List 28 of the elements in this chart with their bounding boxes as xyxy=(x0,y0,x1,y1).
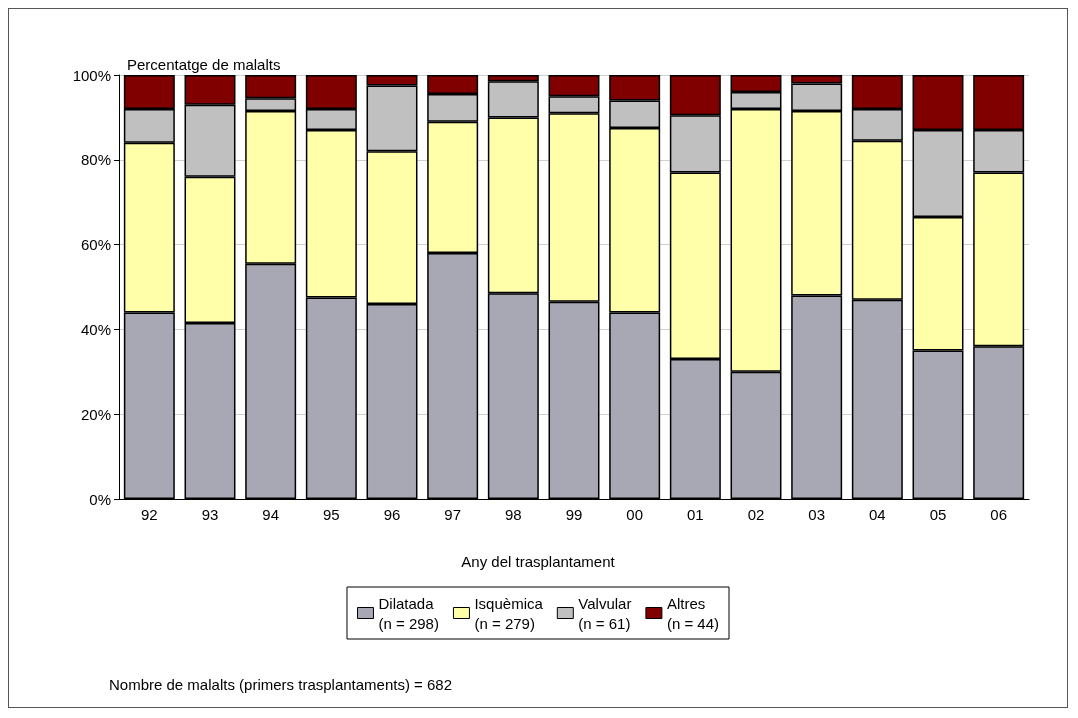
y-axis-title: Percentatge de malalts xyxy=(127,56,281,73)
legend-label: Isquèmica (n = 279) xyxy=(474,594,544,632)
x-tick-label: 98 xyxy=(504,506,522,523)
y-tick-label: 100% xyxy=(72,66,111,84)
text: Nombre de malalts (primers trasplantaments) = 682 xyxy=(109,676,453,693)
y-tick-label: 40% xyxy=(80,320,111,338)
x-tick-label: 97 xyxy=(444,506,462,523)
x-tick-label: 01 xyxy=(686,506,704,523)
legend-label: Dilatada (n = 298) xyxy=(378,594,439,632)
x-tick-label: 92 xyxy=(140,506,158,523)
y-tick-label: 0% xyxy=(89,490,111,508)
y-tick-label: 20% xyxy=(80,405,111,423)
x-tick-label: 00 xyxy=(626,506,644,523)
x-axis-title: Any del trasplantament xyxy=(461,553,616,570)
x-tick-label: 04 xyxy=(868,506,886,523)
x-tick-label: 95 xyxy=(322,506,340,523)
x-tick-label: 06 xyxy=(990,506,1008,523)
legend-label: Valvular (n = 61) xyxy=(578,594,632,632)
x-tick-label: 02 xyxy=(747,506,765,523)
x-tick-label: 96 xyxy=(383,506,401,523)
x-tick-label: 99 xyxy=(565,506,583,523)
y-tick-label: 80% xyxy=(80,151,111,169)
y-tick-label: 60% xyxy=(80,236,111,254)
x-tick-label: 05 xyxy=(929,506,947,523)
legend-label: Altres (n = 44) xyxy=(666,594,720,632)
x-tick-label: 94 xyxy=(262,506,280,523)
x-tick-label: 03 xyxy=(808,506,826,523)
x-tick-label: 93 xyxy=(201,506,219,523)
